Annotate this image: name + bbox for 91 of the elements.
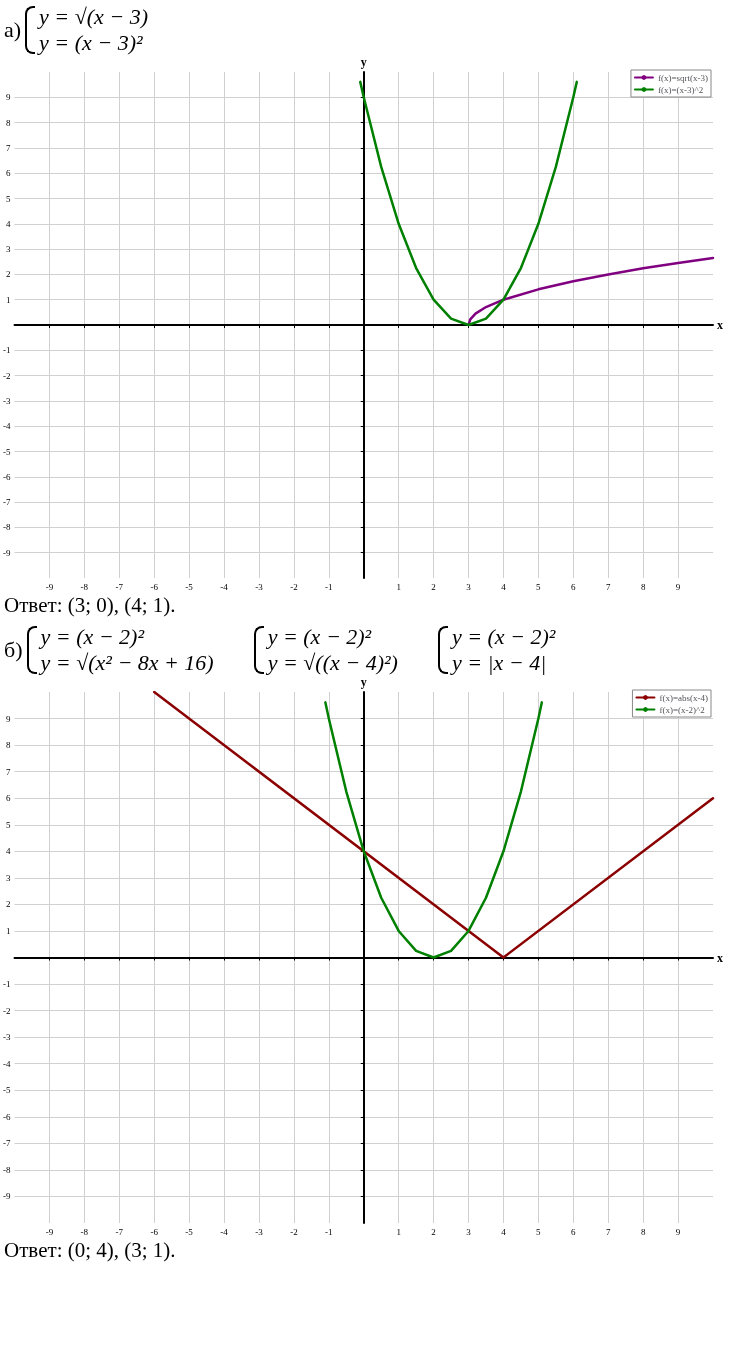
y-tick-label: -7 [3,497,11,508]
y-tick-label: 6 [6,168,11,179]
x-tick-label: -8 [80,581,89,592]
y-tick-label: -9 [3,1191,11,1202]
line-series [359,80,579,327]
y-tick-label: -2 [3,1005,11,1016]
x-tick-label: -1 [325,581,333,592]
y-tick-label: -8 [3,1164,11,1175]
x-tick-label: 5 [536,581,542,592]
y-tick-label: 8 [6,740,11,751]
y-tick-label: -4 [3,1058,11,1069]
y-tick-label: 5 [6,819,11,830]
x-tick-label: -4 [220,581,229,592]
x-tick-label: 9 [675,1226,681,1237]
x-tick-label: 6 [571,581,577,592]
x-tick-label: -6 [150,581,159,592]
x-axis-title: x [717,318,723,332]
x-tick-label: 1 [396,1226,401,1237]
x-tick-label: -9 [45,581,54,592]
y-tick-label: 3 [6,244,11,255]
y-tick-label: 3 [6,872,11,883]
y-axis-title: y [360,675,367,689]
x-tick-label: 4 [501,581,507,592]
x-tick-label: 3 [466,581,472,592]
x-tick-label: -3 [255,1226,264,1237]
chart-subtitle: y = (x − 2)² y = √(x² − 8x + 16) [40,624,214,676]
x-tick-label: 7 [605,581,611,592]
x-tick-label: -9 [45,1226,54,1237]
y-tick-label: 6 [6,793,11,804]
x-tick-label: -8 [80,1226,89,1237]
y-tick-label: -5 [3,446,11,457]
x-tick-label: 2 [431,581,436,592]
y-tick-label: -5 [3,1085,11,1096]
y-tick-label: -3 [3,395,11,406]
x-tick-label: -4 [220,1226,229,1237]
y-tick-label: 2 [6,899,11,910]
y-tick-label: -1 [3,979,11,990]
y-tick-label: 7 [6,142,11,153]
x-tick-label: 8 [640,581,646,592]
y-tick-label: 2 [6,269,11,280]
x-tick-label: 7 [605,1226,611,1237]
y-tick-label: 8 [6,117,11,128]
y-tick-label: -4 [3,421,11,432]
x-tick-label: -2 [290,581,298,592]
y-tick-label: -1 [3,345,11,356]
y-tick-label: 4 [6,846,11,857]
y-tick-label: 1 [6,925,11,936]
x-tick-label: -7 [115,1226,124,1237]
line-series [467,256,715,327]
text: Ответ: (3; 0), (4; 1). [3,592,177,619]
x-tick-label: -7 [115,581,124,592]
y-tick-label: -6 [3,471,11,482]
x-tick-label: -5 [185,581,194,592]
x-tick-label: 1 [396,581,401,592]
legend-label: f(x)=abs(x-4) [659,692,709,703]
text: Ответ: (0; 4), (3; 1). [3,1237,177,1264]
x-tick-label: -6 [150,1226,159,1237]
x-tick-label: 9 [675,581,681,592]
y-tick-label: -9 [3,547,11,558]
x-tick-label: 4 [501,1226,507,1237]
chart-subtitle: y = √(x − 3) y = (x − 3)² [39,4,149,56]
y-tick-label: -6 [3,1111,11,1122]
x-axis-title: x [717,950,723,965]
chart-title: а) [4,17,22,43]
x-tick-label: 5 [536,1226,542,1237]
y-tick-label: -7 [3,1138,11,1149]
y-tick-label: -2 [3,370,11,381]
x-tick-label: -5 [185,1226,194,1237]
x-tick-label: -1 [325,1226,333,1237]
y-axis-title: y [360,55,367,69]
text: y = (x − 2)² y = |x − 4| [451,624,556,676]
y-tick-label: 7 [6,766,11,777]
y-tick-label: 4 [6,218,11,229]
legend-label: f(x)=(x-2)^2 [659,704,705,715]
x-tick-label: 2 [431,1226,436,1237]
y-tick-label: 9 [6,713,11,724]
text: y = (x − 2)² y = √((x − 4)²) [267,624,398,676]
y-tick-label: -8 [3,522,11,533]
line-series [324,701,544,959]
x-tick-label: 8 [640,1226,646,1237]
chart-title: б) [4,637,23,663]
x-tick-label: 6 [571,1226,577,1237]
x-tick-label: -3 [255,581,264,592]
x-tick-label: -2 [290,1226,298,1237]
x-tick-label: 3 [466,1226,472,1237]
legend-label: f(x)=(x-3)^2 [657,84,704,95]
y-tick-label: -3 [3,1032,11,1043]
y-tick-label: 5 [6,193,11,204]
y-tick-label: 1 [6,294,11,305]
y-tick-label: 9 [6,92,11,103]
legend-label: f(x)=sqrt(x-3) [657,72,708,83]
